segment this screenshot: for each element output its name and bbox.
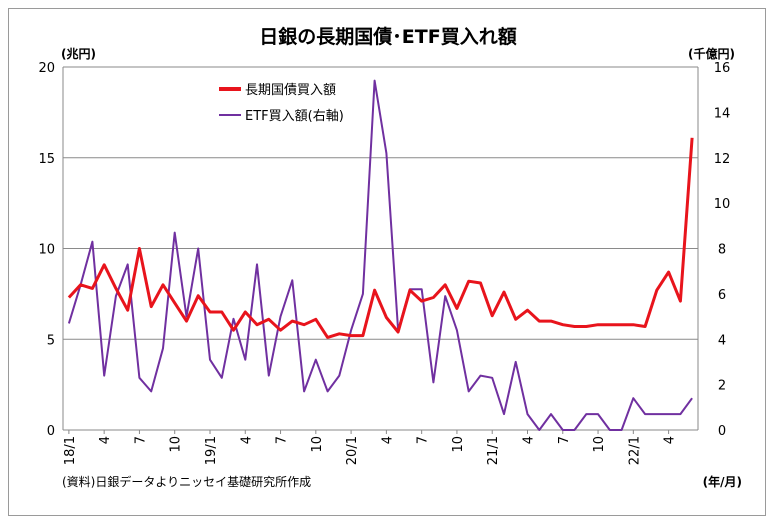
x-tick-label: 18/1 (63, 436, 78, 465)
x-tick-label: 4 (521, 436, 536, 444)
legend-label-jgb: 長期国債買入額 (245, 83, 336, 98)
left-tick-label: 10 (38, 243, 55, 258)
right-tick-label: 2 (718, 379, 726, 394)
legend: 長期国債買入額 ETF買入額(右軸) (219, 83, 344, 124)
x-tick-label: 7 (275, 436, 290, 444)
x-tick-label: 7 (133, 436, 148, 444)
x-tick-label: 21/1 (486, 436, 501, 465)
right-tick-label: 14 (714, 106, 731, 121)
right-tick-label: 0 (718, 424, 726, 439)
right-tick-label: 4 (718, 333, 726, 348)
x-tick-label: 20/1 (345, 436, 360, 465)
series-lines (67, 79, 694, 431)
chart-frame: 日銀の長期国債･ETF買入れ額 (兆円) (千億円) 0 5 10 15 20 0 2 4 6… (8, 8, 766, 516)
x-tick-label: 10 (169, 436, 184, 453)
x-tick-label: 4 (239, 436, 254, 444)
right-tick-label: 10 (714, 197, 731, 212)
left-axis-unit: (兆円) (61, 46, 96, 61)
x-tick-label: 10 (451, 436, 466, 453)
chart-title: 日銀の長期国債･ETF買入れ額 (259, 25, 516, 48)
right-tick-label: 8 (718, 243, 726, 258)
x-tick-label: 4 (663, 436, 678, 444)
left-tick-label: 15 (38, 152, 55, 167)
x-tick-label: 19/1 (204, 436, 219, 465)
left-tick-label: 0 (47, 424, 55, 439)
x-axis-ticks: 18/1 4 7 10 19/1 4 7 10 20/1 4 7 10 21/1 4 7 10 22/1 4 (63, 430, 678, 465)
left-tick-label: 20 (38, 61, 55, 76)
source-note: (資料)日銀データよりニッセイ基礎研究所作成 (62, 474, 311, 489)
left-axis-ticks: 0 5 10 15 20 (38, 61, 55, 439)
right-tick-label: 6 (718, 288, 726, 303)
right-tick-label: 16 (714, 61, 731, 76)
x-tick-label: 4 (98, 436, 113, 444)
x-tick-label: 10 (592, 436, 607, 453)
x-tick-label: 22/1 (627, 436, 642, 465)
chart-svg: 日銀の長期国債･ETF買入れ額 (兆円) (千億円) 0 5 10 15 20 0 2 4 6… (38, 25, 742, 489)
x-tick-label: 4 (380, 436, 395, 444)
etf-purchase-line (67, 79, 693, 431)
gridlines (62, 66, 699, 431)
left-tick-label: 5 (47, 333, 55, 348)
jgb-purchase-line (67, 137, 694, 339)
right-axis-unit: (千億円) (688, 46, 735, 61)
x-tick-label: 7 (557, 436, 572, 444)
right-axis-ticks: 0 2 4 6 8 10 12 14 16 (714, 61, 731, 439)
x-tick-label: 7 (416, 436, 431, 444)
x-tick-label: 10 (310, 436, 325, 453)
x-axis-unit: (年/月) (703, 474, 742, 489)
right-tick-label: 12 (714, 152, 731, 167)
legend-label-etf: ETF買入額(右軸) (245, 109, 344, 124)
